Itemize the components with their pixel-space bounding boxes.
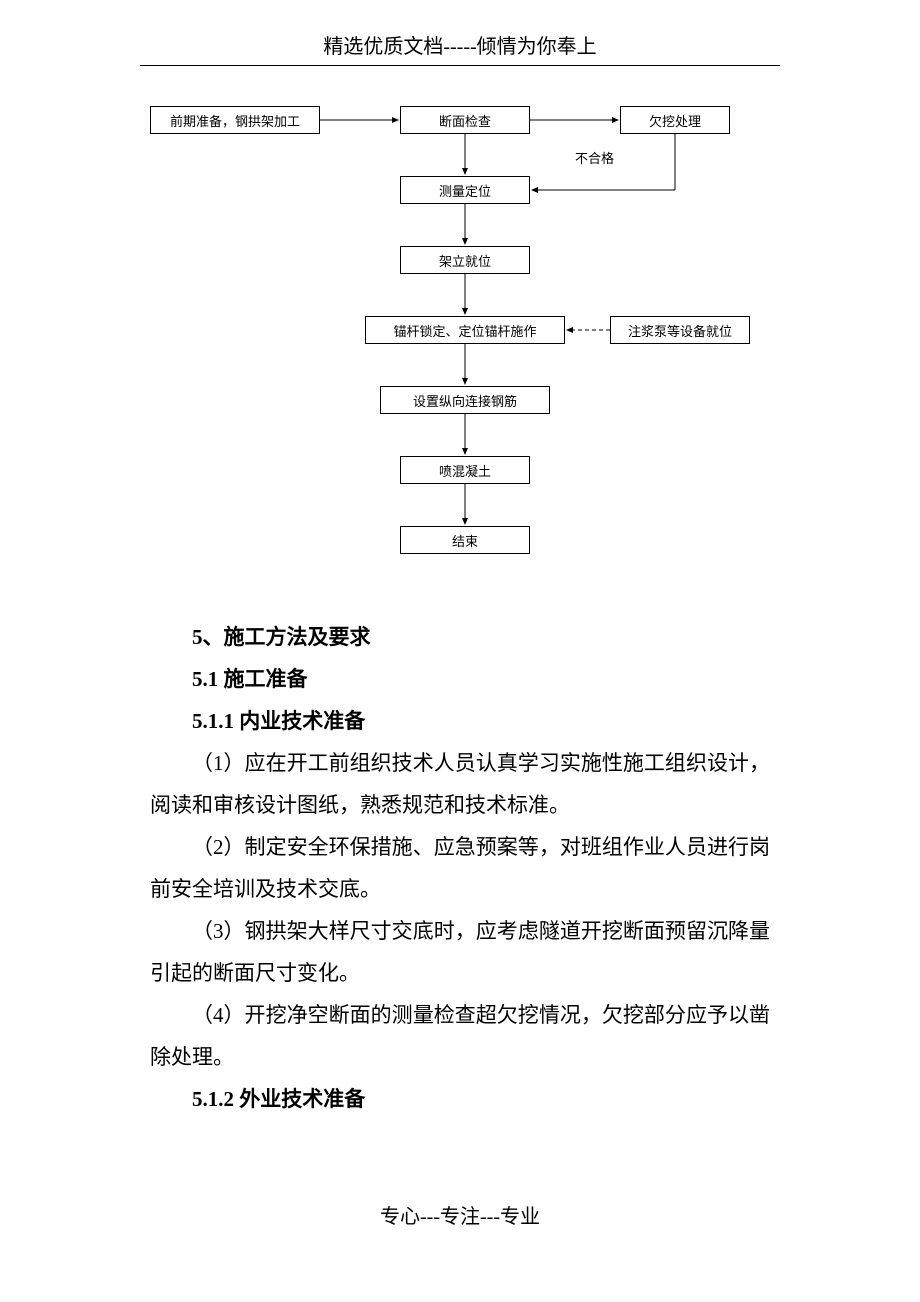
heading-5-1-2: 5.1.2 外业技术准备 — [150, 1078, 770, 1120]
heading-5-1-1: 5.1.1 内业技术准备 — [150, 700, 770, 742]
node-anchor: 锚杆锁定、定位锚杆施作 — [365, 316, 565, 344]
node-pump: 注浆泵等设备就位 — [610, 316, 750, 344]
heading-5: 5、施工方法及要求 — [150, 616, 770, 658]
node-measure: 测量定位 — [400, 176, 530, 204]
edge-label-fail: 不合格 — [575, 148, 614, 167]
paragraph: （4）开挖净空断面的测量检查超欠挖情况，欠挖部分应予以凿除处理。 — [150, 994, 770, 1078]
flowchart: 前期准备，钢拱架加工 断面检查 欠挖处理 测量定位 架立就位 锚杆锁定、定位锚杆… — [140, 106, 780, 576]
node-prep: 前期准备，钢拱架加工 — [150, 106, 320, 134]
node-erect: 架立就位 — [400, 246, 530, 274]
page-footer: 专心---专注---专业 — [0, 1200, 920, 1229]
page: 精选优质文档-----倾情为你奉上 — [0, 0, 920, 1269]
page-header: 精选优质文档-----倾情为你奉上 — [140, 30, 780, 66]
paragraph: （2）制定安全环保措施、应急预案等，对班组作业人员进行岗前安全培训及技术交底。 — [150, 826, 770, 910]
paragraph: （1）应在开工前组织技术人员认真学习实施性施工组织设计，阅读和审核设计图纸，熟悉… — [150, 742, 770, 826]
document-body: 5、施工方法及要求 5.1 施工准备 5.1.1 内业技术准备 （1）应在开工前… — [150, 616, 770, 1120]
node-end: 结束 — [400, 526, 530, 554]
node-shot: 喷混凝土 — [400, 456, 530, 484]
node-under: 欠挖处理 — [620, 106, 730, 134]
heading-5-1: 5.1 施工准备 — [150, 658, 770, 700]
node-rebar: 设置纵向连接钢筋 — [380, 386, 550, 414]
paragraph: （3）钢拱架大样尺寸交底时，应考虑隧道开挖断面预留沉降量引起的断面尺寸变化。 — [150, 910, 770, 994]
node-check: 断面检查 — [400, 106, 530, 134]
